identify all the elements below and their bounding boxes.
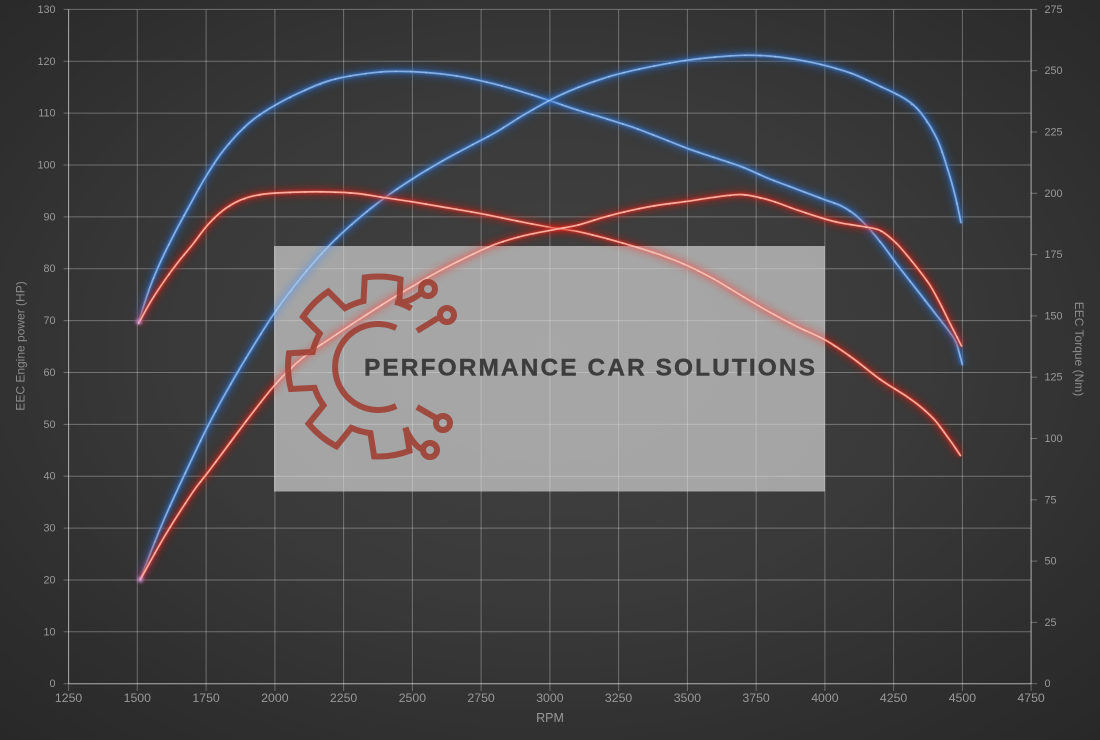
svg-text:250: 250 xyxy=(1045,65,1063,77)
svg-text:125: 125 xyxy=(1045,372,1063,384)
svg-text:4500: 4500 xyxy=(949,691,977,705)
svg-text:3500: 3500 xyxy=(674,691,702,705)
svg-text:1250: 1250 xyxy=(55,691,83,705)
svg-text:50: 50 xyxy=(43,419,55,431)
svg-text:10: 10 xyxy=(43,626,55,638)
svg-text:1500: 1500 xyxy=(124,691,152,705)
svg-text:4250: 4250 xyxy=(880,691,908,705)
svg-text:2250: 2250 xyxy=(330,691,358,705)
svg-text:PERFORMANCE CAR SOLUTIONS: PERFORMANCE CAR SOLUTIONS xyxy=(364,355,815,382)
svg-text:EEC Torque (Nm): EEC Torque (Nm) xyxy=(1072,302,1086,396)
svg-text:60: 60 xyxy=(43,367,55,379)
svg-text:110: 110 xyxy=(38,108,55,120)
svg-text:30: 30 xyxy=(43,523,55,535)
svg-text:EEC Engine power (HP): EEC Engine power (HP) xyxy=(14,281,28,410)
svg-text:2000: 2000 xyxy=(261,691,289,705)
svg-text:130: 130 xyxy=(37,4,55,16)
svg-text:225: 225 xyxy=(1045,127,1063,139)
svg-text:1750: 1750 xyxy=(192,691,220,705)
svg-text:3000: 3000 xyxy=(536,691,564,705)
svg-text:0: 0 xyxy=(1045,678,1051,690)
svg-text:25: 25 xyxy=(1045,617,1057,629)
svg-text:50: 50 xyxy=(1045,556,1057,568)
svg-text:200: 200 xyxy=(1045,188,1063,200)
svg-text:90: 90 xyxy=(43,211,55,223)
svg-text:275: 275 xyxy=(1045,4,1063,16)
svg-text:2750: 2750 xyxy=(467,691,495,705)
svg-text:20: 20 xyxy=(43,575,55,587)
svg-text:75: 75 xyxy=(1045,494,1057,506)
svg-text:4750: 4750 xyxy=(1017,691,1045,705)
svg-text:4000: 4000 xyxy=(811,691,839,705)
svg-text:100: 100 xyxy=(37,160,55,172)
svg-text:40: 40 xyxy=(43,471,55,483)
svg-text:175: 175 xyxy=(1045,249,1063,261)
svg-text:150: 150 xyxy=(1045,310,1063,322)
svg-text:100: 100 xyxy=(1045,433,1063,445)
svg-text:2500: 2500 xyxy=(399,691,427,705)
svg-text:70: 70 xyxy=(43,315,55,327)
svg-text:3750: 3750 xyxy=(742,691,770,705)
svg-text:120: 120 xyxy=(37,56,55,68)
svg-text:0: 0 xyxy=(49,678,55,690)
svg-text:3250: 3250 xyxy=(605,691,633,705)
svg-text:RPM: RPM xyxy=(536,711,564,725)
svg-text:80: 80 xyxy=(43,263,55,275)
